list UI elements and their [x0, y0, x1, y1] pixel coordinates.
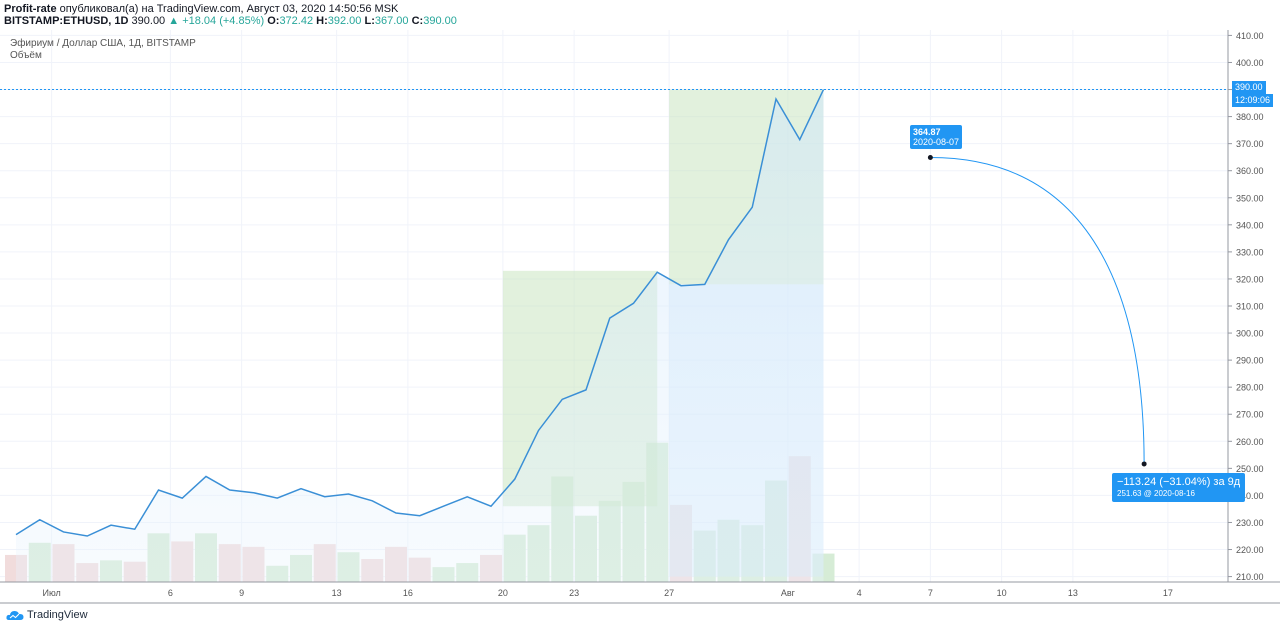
published-text: опубликовал(а) на TradingView.com, Авгус…: [59, 3, 399, 15]
x-tick-label: 7: [928, 588, 933, 598]
x-tick-label: 4: [857, 588, 862, 598]
y-tick-label: 240.00: [1236, 491, 1264, 501]
y-tick-label: 260.00: [1236, 437, 1264, 447]
volume-legend[interactable]: Объём: [10, 50, 42, 61]
symbol-info: BITSTAMP:ETHUSD, 1D 390.00 ▲ +18.04 (+4.…: [4, 15, 457, 28]
countdown-tag: 12:09:06: [1232, 94, 1274, 107]
x-tick-label: 17: [1163, 588, 1173, 598]
projection-main: −113.24 (−31.04%) за 9д: [1117, 476, 1241, 488]
y-tick-label: 220.00: [1236, 545, 1264, 555]
open-label: O:: [267, 15, 280, 27]
publish-info: Profit-rate опубликовал(а) на TradingVie…: [4, 3, 398, 16]
y-tick-label: 410.00: [1236, 31, 1264, 41]
x-tick-label: 16: [403, 588, 413, 598]
x-tick-label: 23: [569, 588, 579, 598]
price-chart[interactable]: 210.00 220.00 230.00 240.00 250.00 260.00 270.…: [0, 30, 1280, 608]
projection-points: [927, 155, 1147, 467]
x-tick-label: 9: [239, 588, 244, 598]
last-price-tag: 390.00: [1232, 81, 1266, 94]
price-scale[interactable]: 210.00 220.00 230.00 240.00 250.00 260.00 270.…: [1228, 31, 1264, 582]
tradingview-cloud-icon: [6, 610, 24, 620]
x-tick-label: Июл: [42, 588, 60, 598]
high-value: 392.00: [327, 15, 362, 27]
y-tick-label: 230.00: [1236, 518, 1264, 528]
y-tick-label: 330.00: [1236, 247, 1264, 257]
y-tick-label: 400.00: [1236, 58, 1264, 68]
tradingview-logo[interactable]: TradingView: [6, 609, 88, 621]
x-tick-label: 13: [1068, 588, 1078, 598]
symbol-name: BITSTAMP:ETHUSD, 1D: [4, 15, 129, 27]
x-tick-label: 6: [168, 588, 173, 598]
high-label: H:: [316, 15, 328, 27]
target-date: 2020-08-07: [913, 137, 960, 147]
x-tick-label: Авг: [781, 588, 796, 598]
author-name[interactable]: Profit-rate: [4, 3, 57, 15]
close-value: 390.00: [423, 15, 457, 27]
projection-sub: 251.63 @ 2020-08-16: [1117, 489, 1195, 498]
close-label: C:: [411, 15, 424, 27]
y-tick-label: 340.00: [1236, 220, 1264, 230]
price-change: ▲ +18.04 (+4.85%): [168, 15, 265, 27]
time-scale[interactable]: Июл 6 9 13 16 20 23 27 Авг 4 7 10 13 17: [42, 588, 1172, 598]
y-tick-label: 210.00: [1236, 572, 1264, 582]
x-tick-label: 27: [664, 588, 674, 598]
tradingview-brand: TradingView: [27, 609, 88, 621]
projection-label: −113.24 (−31.04%) за 9д 251.63 @ 2020-08…: [1112, 473, 1246, 502]
x-tick-label: 20: [498, 588, 508, 598]
y-tick-label: 250.00: [1236, 464, 1264, 474]
price-area-fill: [16, 89, 824, 582]
y-tick-label: 320.00: [1236, 274, 1264, 284]
y-tick-label: 380.00: [1236, 112, 1264, 122]
projection-arc: [930, 157, 1145, 464]
x-tick-label: 10: [997, 588, 1007, 598]
price-line: [15, 89, 825, 537]
open-value: 372.42: [279, 15, 314, 27]
series-legend[interactable]: Эфириум / Доллар США, 1Д, BITSTAMP: [10, 38, 196, 49]
y-tick-label: 350.00: [1236, 193, 1264, 203]
projection-start-point: [927, 155, 933, 161]
y-tick-label: 290.00: [1236, 356, 1264, 366]
y-tick-label: 270.00: [1236, 410, 1264, 420]
last-price: 390.00: [131, 15, 166, 27]
y-tick-label: 360.00: [1236, 166, 1264, 176]
target-label: 364.87 2020-08-07: [910, 125, 963, 149]
low-label: L:: [364, 15, 375, 27]
y-tick-label: 300.00: [1236, 329, 1264, 339]
y-tick-label: 370.00: [1236, 139, 1264, 149]
x-tick-label: 13: [332, 588, 342, 598]
projection-end-point: [1141, 461, 1147, 467]
target-value: 364.87: [913, 127, 941, 137]
y-tick-label: 310.00: [1236, 302, 1264, 312]
y-tick-label: 280.00: [1236, 383, 1264, 393]
low-value: 367.00: [374, 15, 409, 27]
